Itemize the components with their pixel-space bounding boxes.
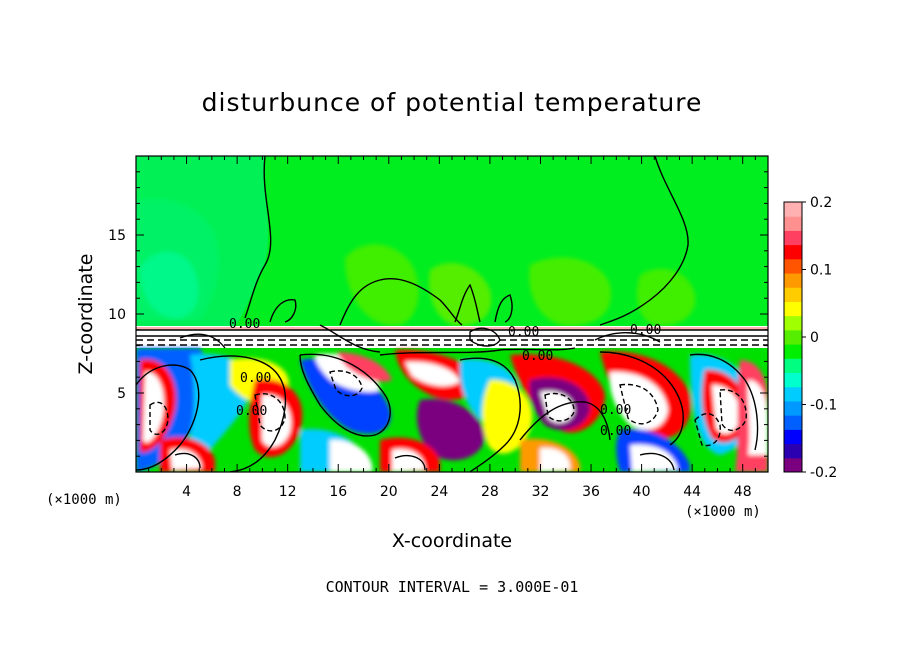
colorbar-swatch: [784, 415, 802, 430]
contour-label: 0.00: [240, 371, 271, 386]
colorbar-tick-labels: 0.2 0.1 0 -0.1 -0.2: [810, 195, 837, 481]
colorbar-swatch: [784, 443, 802, 459]
contour-label: 0.00: [600, 424, 631, 439]
x-tick-label: 16: [329, 484, 347, 500]
x-axis-label: X-coordinate: [392, 530, 512, 552]
colorbar-swatch: [784, 329, 802, 345]
colorbar-swatch: [784, 216, 802, 231]
colorbar-swatch: [784, 358, 802, 374]
contour-label: 0.00: [522, 349, 553, 364]
x-tick-label: 36: [582, 484, 600, 500]
colorbar-swatch: [784, 273, 802, 288]
field-upper-center-light: [345, 244, 419, 326]
field-lower-blobs: [136, 348, 768, 472]
x-tick-label: 32: [532, 484, 550, 500]
y-tick-label: 10: [108, 307, 126, 323]
field-upper-right-light: [529, 257, 611, 326]
colorbar-swatch: [784, 230, 802, 246]
contour-interval-label: CONTOUR INTERVAL = 3.000E-01: [326, 578, 579, 596]
x-tick-label: 24: [430, 484, 448, 500]
y-axis-label: Z-coordinate: [75, 254, 97, 375]
colorbar-swatch: [784, 400, 802, 416]
colorbar-swatch: [784, 372, 802, 388]
colorbar-swatch: [784, 244, 802, 260]
colorbar-swatch: [784, 202, 802, 217]
x-tick-label: 20: [380, 484, 398, 500]
x-tick-label: 44: [683, 484, 701, 500]
field-upper-mid-light: [429, 262, 492, 326]
x-unit-label: (×1000 m): [685, 504, 761, 520]
x-axis-tick-labels: 4 8 12 16 20 24 28 32 36 40 44 48: [182, 484, 752, 500]
colorbar-swatch: [784, 287, 802, 302]
tropopause-band: [136, 326, 768, 348]
x-axis-ticks: [135, 156, 769, 472]
colorbar-swatch: [784, 457, 802, 473]
x-tick-label: 28: [481, 484, 499, 500]
x-tick-label: 40: [633, 484, 651, 500]
contour-label: 0.00: [236, 404, 267, 419]
tropopause-pink: [136, 327, 768, 330]
chart-title: disturbunce of potential temperature: [202, 88, 703, 117]
x-tick-label: 4: [182, 484, 191, 500]
y-axis-ticks: [136, 155, 768, 473]
colorbar: [783, 201, 806, 473]
colorbar-tick-label: 0: [810, 330, 819, 346]
field-upper-right-light2: [636, 268, 696, 326]
colorbar-swatch: [784, 315, 802, 331]
contour-label: 0.00: [630, 323, 661, 338]
contour-label: 0.00: [229, 317, 260, 332]
y-unit-label: (×1000 m): [46, 492, 122, 508]
colorbar-swatch: [784, 344, 802, 359]
x-tick-label: 48: [734, 484, 752, 500]
contour-lines: [136, 156, 768, 472]
colorbar-swatch: [784, 301, 802, 317]
colorbar-swatch: [784, 258, 802, 274]
colorbar-swatch: [784, 386, 802, 402]
field-upper-left-mid: [136, 198, 220, 320]
contour-label: 0.00: [600, 403, 631, 418]
contour-label-group: 0.00 0.00 0.00 0.00 0.00 0.00 0.00 0.00: [229, 317, 661, 439]
x-tick-label: 8: [233, 484, 242, 500]
plot-area: 0.00 0.00 0.00 0.00 0.00 0.00 0.00 0.00: [136, 156, 768, 472]
colorbar-tick-label: 0.1: [810, 263, 832, 279]
colorbar-tick-label: -0.2: [810, 465, 837, 481]
y-tick-label: 15: [108, 228, 126, 244]
y-axis-tick-labels: 5 10 15: [108, 228, 126, 402]
colorbar-tick-label: -0.1: [810, 398, 837, 414]
x-tick-label: 12: [279, 484, 297, 500]
colorbar-tick-label: 0.2: [810, 195, 832, 211]
y-tick-label: 5: [117, 386, 126, 402]
colorbar-swatch: [784, 429, 802, 445]
contour-label: 0.00: [508, 325, 539, 340]
